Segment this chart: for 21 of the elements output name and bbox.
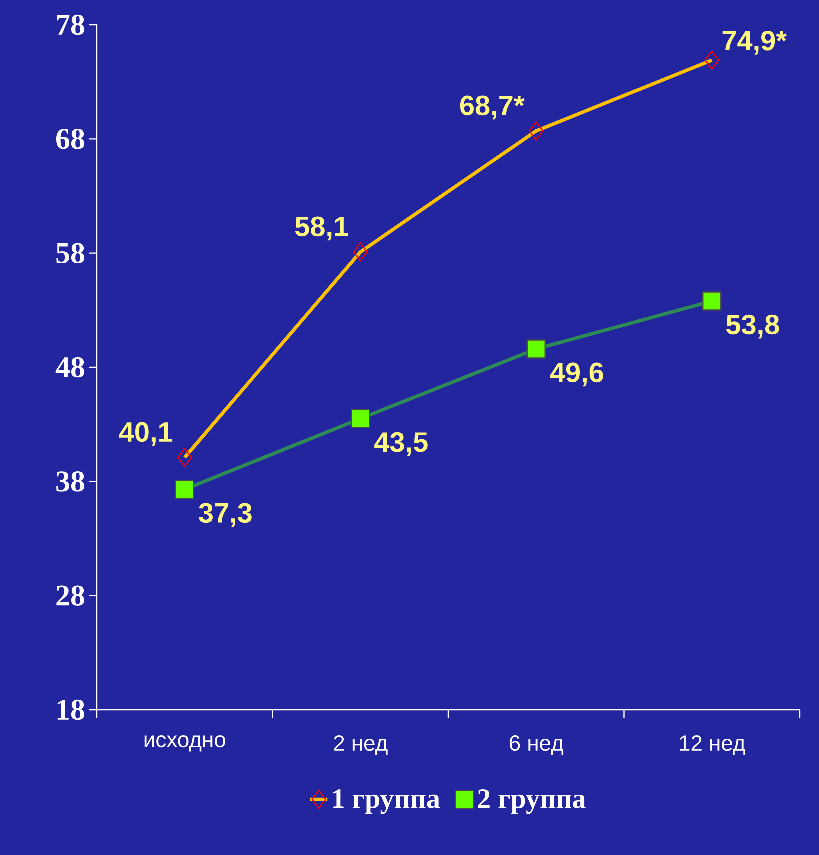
data-label: 58,1 bbox=[295, 216, 348, 241]
y-tick-label: 38 bbox=[56, 472, 84, 492]
legend-label: 1 группа bbox=[334, 790, 440, 814]
legend-label: 2 группа bbox=[478, 790, 586, 814]
x-tick-label: 12 нед bbox=[680, 736, 746, 756]
y-tick-label: 28 bbox=[56, 586, 84, 606]
data-label: 40,1 bbox=[119, 422, 173, 446]
data-label: 49,6 bbox=[550, 362, 604, 387]
y-tick-label: 58 bbox=[56, 243, 84, 264]
data-label: 74,9* bbox=[722, 30, 788, 55]
data-label: 68,7* bbox=[460, 96, 525, 120]
x-tick-label: 6 нед bbox=[510, 736, 564, 756]
data-label: 53,8 bbox=[726, 314, 780, 339]
y-tick-label: 18 bbox=[58, 700, 84, 720]
data-label: 43,5 bbox=[374, 432, 428, 456]
data-label: 37,3 bbox=[199, 503, 252, 528]
y-tick-label: 68 bbox=[56, 129, 84, 150]
y-tick-label: 78 bbox=[57, 14, 84, 36]
x-tick-label: 2 нед bbox=[334, 736, 388, 756]
x-tick-label: исходно bbox=[144, 736, 226, 752]
y-tick-label: 48 bbox=[56, 357, 84, 378]
